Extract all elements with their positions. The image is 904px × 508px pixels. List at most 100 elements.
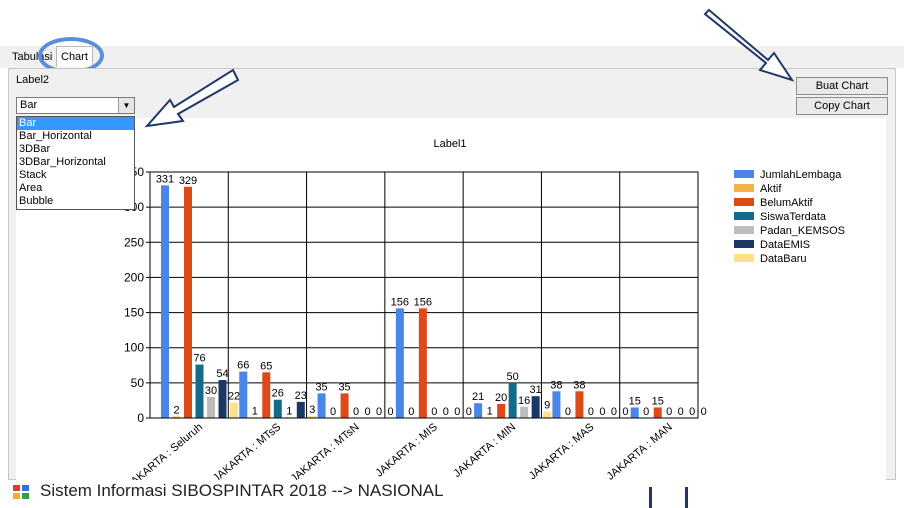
app-icon — [13, 485, 29, 499]
bar-value-label: 0 — [689, 406, 695, 418]
chart-title: Label1 — [433, 138, 466, 150]
bar-value-label: 21 — [472, 391, 484, 403]
y-tick-label: 150 — [124, 306, 144, 320]
bar-value-label: 0 — [353, 406, 359, 418]
bar-value-label: 0 — [701, 406, 707, 418]
bar-value-label: 16 — [518, 395, 530, 407]
bar — [296, 401, 305, 418]
bar-value-label: 15 — [629, 395, 641, 407]
bar-value-label: 156 — [391, 296, 409, 308]
chart-type-option[interactable]: Bar_Horizontal — [19, 130, 92, 142]
legend-swatch — [734, 226, 754, 234]
legend-label: DataEMIS — [760, 239, 810, 251]
bar-value-label: 22 — [228, 391, 240, 403]
bar — [184, 186, 192, 418]
chart-type-value: Bar — [20, 99, 38, 111]
bar — [317, 393, 326, 418]
bar-value-label: 15 — [652, 395, 664, 407]
bar-value-label: 156 — [414, 296, 432, 308]
chart-type-option[interactable]: 3DBar — [19, 143, 51, 155]
bar — [418, 308, 427, 418]
bar-value-label: 0 — [365, 406, 371, 418]
bar-value-label: 1 — [487, 405, 493, 417]
bar — [161, 185, 169, 418]
bar-value-label: 9 — [544, 400, 550, 412]
bar-value-label: 35 — [338, 381, 350, 393]
bar-value-label: 0 — [622, 406, 628, 418]
bar-value-label: 50 — [507, 371, 519, 383]
legend-label: BelumAktif — [760, 197, 814, 209]
bar-value-label: 38 — [550, 379, 562, 391]
chevron-down-icon[interactable]: ▼ — [118, 98, 134, 113]
legend-label: JumlahLembaga — [760, 169, 842, 181]
legend-swatch — [734, 198, 754, 206]
bar-value-label: 31 — [530, 384, 542, 396]
x-tick-label: JAKARTA : MAN — [605, 421, 675, 483]
bar-value-label: 3 — [309, 404, 315, 416]
bar-value-label: 0 — [666, 406, 672, 418]
buat-chart-button[interactable]: Buat Chart — [796, 77, 888, 95]
bar-value-label: 0 — [678, 406, 684, 418]
bar — [552, 391, 561, 418]
bar-value-label: 23 — [295, 390, 307, 402]
bar — [508, 382, 517, 418]
bar-value-label: 66 — [237, 360, 249, 372]
bar — [230, 402, 238, 418]
arrow-right-annotation — [703, 8, 795, 82]
bar — [273, 399, 282, 418]
legend-swatch — [734, 170, 754, 178]
bar-value-label: 1 — [286, 405, 292, 417]
divider-line — [649, 487, 652, 508]
bar-value-label: 30 — [205, 385, 217, 397]
bar-value-label: 65 — [260, 360, 272, 372]
bar — [474, 403, 483, 418]
chart-type-option[interactable]: Stack — [19, 169, 47, 181]
y-tick-label: 200 — [124, 270, 144, 284]
chart-type-option[interactable]: Bubble — [19, 195, 54, 207]
legend-label: SiswaTerdata — [760, 211, 827, 223]
bar-value-label: 20 — [495, 392, 507, 404]
bar — [531, 396, 540, 418]
bar-value-label: 35 — [315, 381, 327, 393]
chart-type-option[interactable]: 3DBar_Horizontal — [19, 156, 106, 168]
bar — [543, 411, 552, 418]
chart-type-option[interactable]: Area — [19, 182, 43, 194]
bar-value-label: 0 — [611, 406, 617, 418]
bar — [218, 380, 227, 418]
bar — [575, 391, 584, 418]
bar — [207, 396, 215, 418]
bar-value-label: 0 — [443, 406, 449, 418]
chart-type-option[interactable]: Bar — [17, 117, 134, 130]
x-tick-label: JAKARTA : MTsN — [289, 421, 362, 485]
bar — [520, 406, 529, 418]
bar-value-label: 76 — [193, 353, 205, 365]
x-tick-label: JAKARTA : MTsS — [211, 421, 283, 485]
bar-value-label: 1 — [252, 405, 258, 417]
legend-swatch — [734, 184, 754, 192]
x-tick-label: JAKARTA : MIS — [374, 421, 440, 479]
bar — [497, 403, 506, 418]
y-tick-label: 100 — [124, 341, 144, 355]
x-tick-label: JAKARTA : MAS — [527, 421, 597, 482]
bar — [630, 407, 639, 418]
legend-swatch — [734, 240, 754, 248]
bar-value-label: 0 — [388, 406, 394, 418]
bar — [239, 371, 248, 418]
bar — [262, 372, 271, 418]
arrow-left-annotation — [144, 68, 240, 128]
legend-swatch — [734, 212, 754, 220]
legend-swatch — [734, 254, 754, 262]
y-tick-label: 250 — [124, 235, 144, 249]
chart-type-select[interactable]: Bar ▼ — [16, 97, 135, 114]
y-tick-label: 50 — [131, 376, 145, 390]
copy-chart-button[interactable]: Copy Chart — [796, 97, 888, 115]
annotation-arrows — [144, 8, 795, 128]
bar-value-label: 0 — [454, 406, 460, 418]
legend-label: Aktif — [760, 183, 782, 195]
bar — [172, 416, 181, 418]
bar — [195, 364, 204, 418]
chart-bars — [161, 185, 662, 418]
y-tick-label: 0 — [137, 411, 144, 425]
bar-value-label: 26 — [272, 388, 284, 400]
